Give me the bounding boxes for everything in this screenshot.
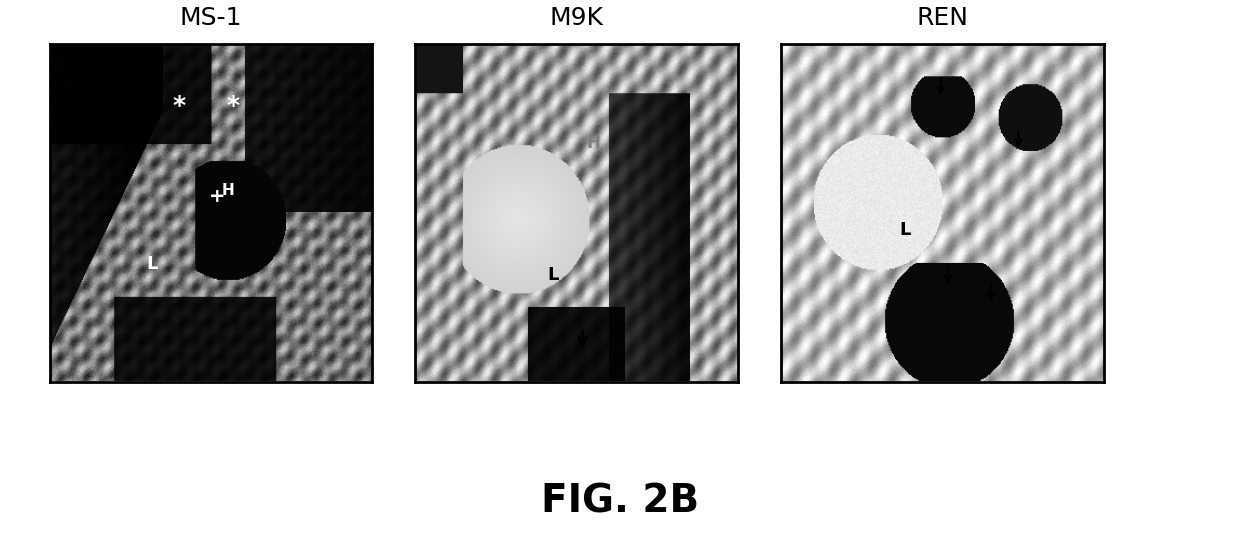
Text: REN: REN [916, 6, 968, 30]
Text: L: L [146, 255, 157, 273]
Text: +: + [208, 187, 224, 205]
Text: *: * [227, 94, 239, 118]
Text: FIG. 2B: FIG. 2B [541, 482, 699, 520]
Text: M9K: M9K [549, 6, 604, 30]
Text: H: H [221, 183, 234, 198]
Text: H: H [587, 134, 600, 152]
Text: L: L [899, 221, 911, 239]
Text: MS-1: MS-1 [180, 6, 242, 30]
Text: L: L [548, 267, 559, 284]
Text: *: * [172, 94, 186, 118]
